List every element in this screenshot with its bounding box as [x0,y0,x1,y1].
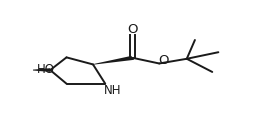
Polygon shape [93,56,134,65]
Text: O: O [128,23,138,36]
Text: NH: NH [104,84,121,97]
Text: HO: HO [37,63,55,76]
Polygon shape [31,68,50,72]
Text: O: O [158,54,169,67]
